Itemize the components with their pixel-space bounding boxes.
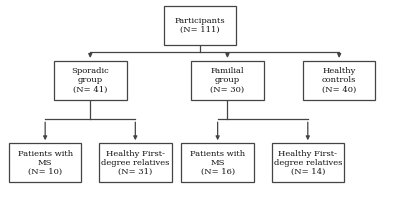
FancyBboxPatch shape (181, 143, 254, 182)
FancyBboxPatch shape (9, 143, 82, 182)
Text: Healthy First-
degree relatives
(N= 14): Healthy First- degree relatives (N= 14) (274, 150, 342, 176)
FancyBboxPatch shape (272, 143, 344, 182)
Text: Familial
group
(N= 30): Familial group (N= 30) (210, 67, 244, 94)
Text: Participants
(N= 111): Participants (N= 111) (175, 17, 225, 34)
FancyBboxPatch shape (191, 61, 264, 100)
FancyBboxPatch shape (303, 61, 376, 100)
Text: Sporadic
group
(N= 41): Sporadic group (N= 41) (71, 67, 109, 94)
Text: Patients with
MS
(N= 10): Patients with MS (N= 10) (18, 150, 73, 176)
FancyBboxPatch shape (164, 6, 236, 45)
Text: Patients with
MS
(N= 16): Patients with MS (N= 16) (190, 150, 245, 176)
Text: Healthy
controls
(N= 40): Healthy controls (N= 40) (322, 67, 356, 94)
Text: Healthy First-
degree relatives
(N= 31): Healthy First- degree relatives (N= 31) (101, 150, 170, 176)
FancyBboxPatch shape (54, 61, 126, 100)
FancyBboxPatch shape (99, 143, 172, 182)
